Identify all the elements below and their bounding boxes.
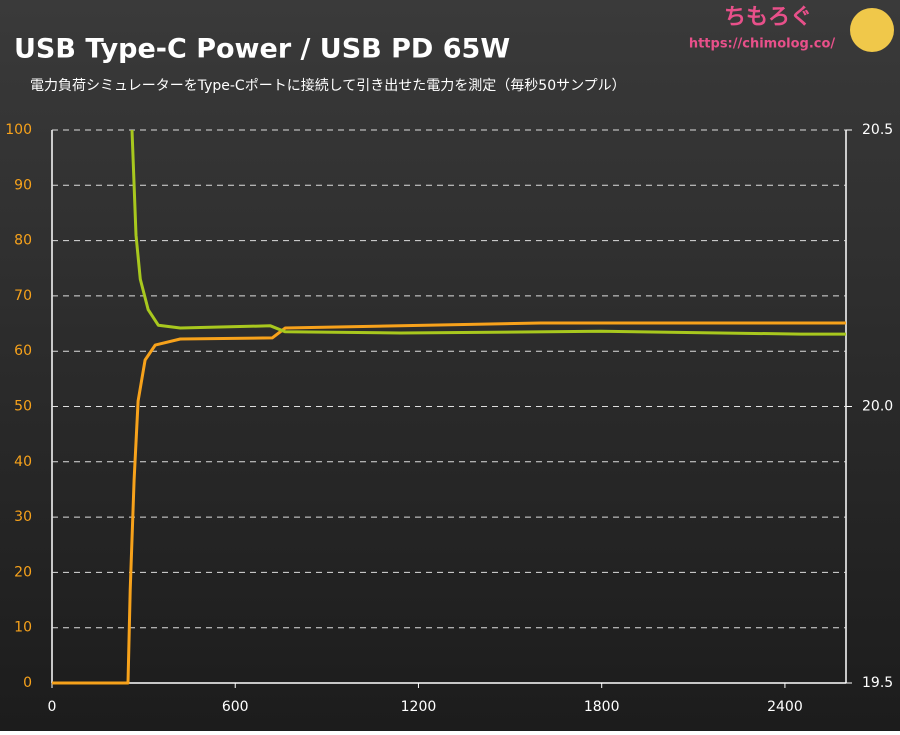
mascot [850,8,894,52]
y-tick-label: 10 [14,620,32,636]
y-tick-label: 0 [23,675,32,691]
x-tick-label: 600 [222,699,249,715]
chart-subtitle: 電力負荷シミュレーターをType-Cポートに接続して引き出せた電力を測定（毎秒5… [30,77,626,94]
y2-tick-label: 19.5 [862,675,893,691]
chart-title: USB Type-C Power / USB PD 65W [14,34,510,65]
y-tick-label: 40 [14,454,32,470]
y-tick-label: 90 [14,177,32,193]
data-line [52,321,846,685]
logo-url: https://chimolog.co/ [689,37,836,52]
y-tick-label: 80 [14,233,32,249]
x-tick-label: 1200 [401,699,437,715]
y2-tick-label: 20.5 [862,122,893,138]
y-tick-label: 100 [5,122,32,138]
y-tick-label: 30 [14,509,32,525]
y-tick-label: 70 [14,288,32,304]
y-tick-label: 50 [14,399,32,415]
x-tick-label: 2400 [767,699,803,715]
y-tick-label: 20 [14,564,32,580]
data-line [130,129,846,336]
x-tick-label: 0 [48,699,57,715]
y2-tick-label: 20.0 [862,399,893,415]
x-tick-label: 1800 [584,699,620,715]
logo: ちもろぐ [724,5,812,30]
y-tick-label: 60 [14,343,32,359]
